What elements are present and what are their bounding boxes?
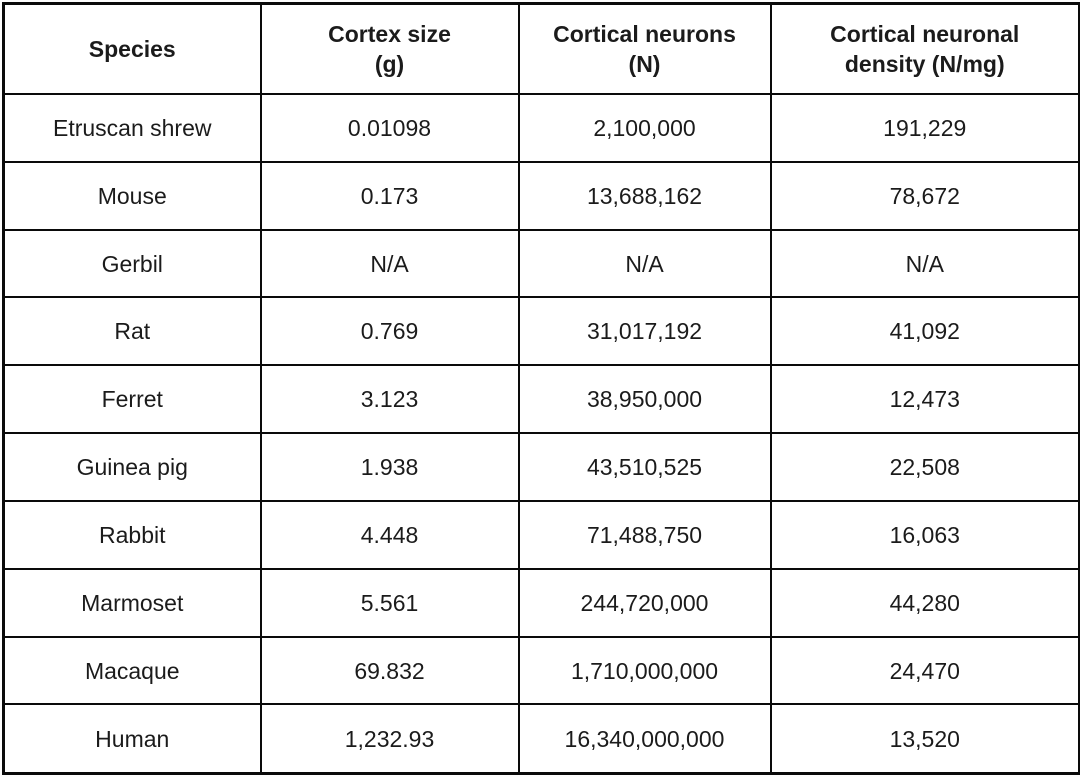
species-cell: Rabbit (2, 499, 262, 570)
table-row: Rabbit 4.448 71,488,750 16,063 (2, 499, 1080, 570)
cortical-neurons-cell: 43,510,525 (517, 432, 772, 502)
cortical-neurons-cell: 13,688,162 (517, 160, 772, 231)
species-cell: Ferret (2, 364, 262, 435)
species-cell: Guinea pig (2, 432, 262, 502)
col-header-cortex-size: Cortex size (g) (259, 2, 520, 95)
species-cell: Etruscan shrew (2, 93, 262, 163)
cortex-size-cell: 5.561 (259, 567, 520, 638)
cortex-size-cell: 69.832 (259, 635, 520, 706)
cortical-neurons-cell: 2,100,000 (517, 93, 772, 163)
col-header-species: Species (2, 2, 262, 95)
table-row: Gerbil N/A N/A N/A (2, 228, 1080, 299)
col-header-neuronal-density: Cortical neuronal density (N/mg) (769, 2, 1080, 95)
table-row: Etruscan shrew 0.01098 2,100,000 191,229 (2, 93, 1080, 163)
neuronal-density-cell: 13,520 (769, 703, 1080, 775)
neuronal-density-cell: 78,672 (769, 160, 1080, 231)
neuronal-density-cell: 44,280 (769, 567, 1080, 638)
cortex-size-cell: 1,232.93 (259, 703, 520, 775)
header-row: Species Cortex size (g) Cortical neurons… (2, 2, 1080, 95)
species-cell: Mouse (2, 160, 262, 231)
table-row: Rat 0.769 31,017,192 41,092 (2, 296, 1080, 367)
table-row: Macaque 69.832 1,710,000,000 24,470 (2, 635, 1080, 706)
neuronal-density-cell: 12,473 (769, 364, 1080, 435)
cortical-neurons-cell: 38,950,000 (517, 364, 772, 435)
table-row: Human 1,232.93 16,340,000,000 13,520 (2, 703, 1080, 775)
cortex-size-cell: 3.123 (259, 364, 520, 435)
cortex-size-cell: 0.769 (259, 296, 520, 367)
cortex-size-cell: N/A (259, 228, 520, 299)
table-row: Mouse 0.173 13,688,162 78,672 (2, 160, 1080, 231)
cortical-neurons-cell: 31,017,192 (517, 296, 772, 367)
species-cell: Gerbil (2, 228, 262, 299)
cortical-neurons-cell: 71,488,750 (517, 499, 772, 570)
cortical-neurons-cell: 244,720,000 (517, 567, 772, 638)
table-body: Etruscan shrew 0.01098 2,100,000 191,229 Mou… (2, 93, 1080, 775)
species-cell: Rat (2, 296, 262, 367)
neuronal-density-cell: 22,508 (769, 432, 1080, 502)
species-cell: Human (2, 703, 262, 775)
neuronal-density-cell: 16,063 (769, 499, 1080, 570)
neuronal-density-cell: 191,229 (769, 93, 1080, 163)
col-header-cortical-neurons: Cortical neurons (N) (517, 2, 772, 95)
table-row: Ferret 3.123 38,950,000 12,473 (2, 364, 1080, 435)
neuronal-density-cell: 24,470 (769, 635, 1080, 706)
neuronal-density-cell: N/A (769, 228, 1080, 299)
table-row: Guinea pig 1.938 43,510,525 22,508 (2, 432, 1080, 502)
cortex-size-cell: 4.448 (259, 499, 520, 570)
cortical-neurons-cell: 1,710,000,000 (517, 635, 772, 706)
cortex-size-cell: 0.173 (259, 160, 520, 231)
species-cell: Marmoset (2, 567, 262, 638)
neuronal-density-cell: 41,092 (769, 296, 1080, 367)
cortical-neurons-cell: 16,340,000,000 (517, 703, 772, 775)
cortex-size-cell: 1.938 (259, 432, 520, 502)
table-row: Marmoset 5.561 244,720,000 44,280 (2, 567, 1080, 638)
species-cell: Macaque (2, 635, 262, 706)
cortical-neurons-cell: N/A (517, 228, 772, 299)
cortex-size-cell: 0.01098 (259, 93, 520, 163)
